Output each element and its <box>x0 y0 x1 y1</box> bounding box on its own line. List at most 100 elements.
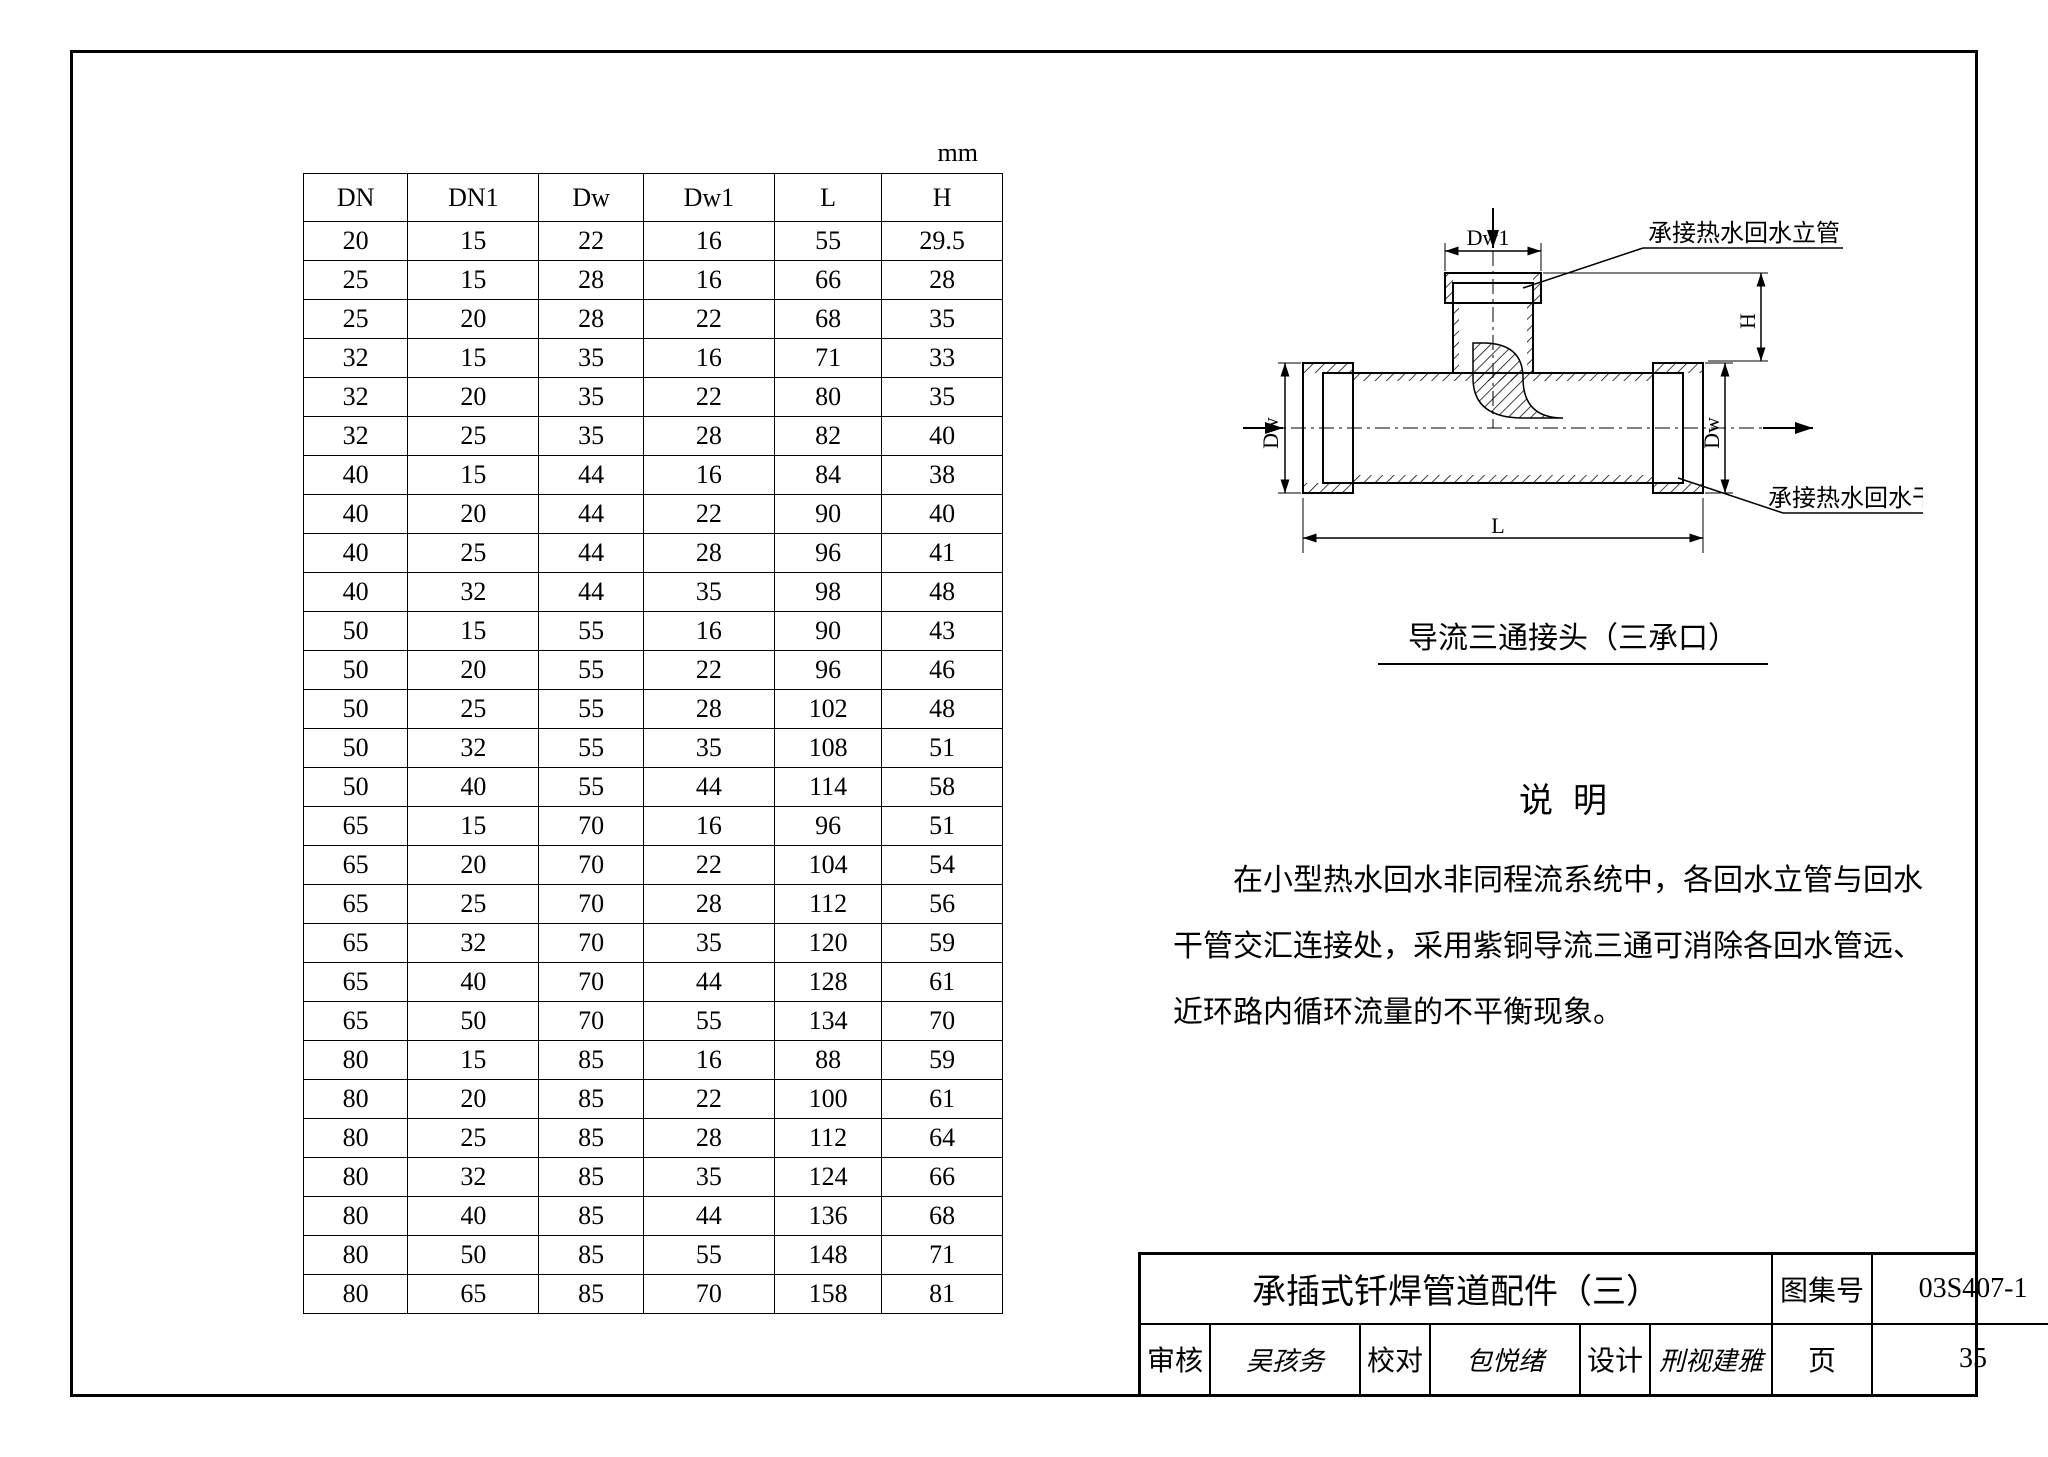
table-row: 801585168859 <box>304 1041 1003 1080</box>
table-cell: 35 <box>643 573 774 612</box>
table-header-cell: L <box>774 174 881 222</box>
table-header-cell: DN <box>304 174 408 222</box>
table-cell: 85 <box>539 1080 643 1119</box>
table-cell: 128 <box>774 963 881 1002</box>
table-cell: 80 <box>304 1080 408 1119</box>
table-cell: 22 <box>643 300 774 339</box>
unit-label: mm <box>938 138 978 168</box>
table-cell: 100 <box>774 1080 881 1119</box>
table-header-cell: Dw1 <box>643 174 774 222</box>
table-cell: 50 <box>304 651 408 690</box>
table-cell: 44 <box>643 963 774 1002</box>
check-signature: 吴孩务 <box>1211 1325 1361 1395</box>
table-cell: 80 <box>304 1197 408 1236</box>
table-row: 501555169043 <box>304 612 1003 651</box>
table-cell: 70 <box>539 1002 643 1041</box>
table-cell: 81 <box>882 1275 1003 1314</box>
table-cell: 22 <box>643 651 774 690</box>
table-cell: 20 <box>408 1080 539 1119</box>
table-header-row: DNDN1DwDw1LH <box>304 174 1003 222</box>
table-cell: 112 <box>774 885 881 924</box>
table-row: 8025852811264 <box>304 1119 1003 1158</box>
table-cell: 80 <box>304 1119 408 1158</box>
table-cell: 44 <box>539 534 643 573</box>
table-cell: 61 <box>882 1080 1003 1119</box>
table-cell: 25 <box>408 417 539 456</box>
table-cell: 85 <box>539 1236 643 1275</box>
table-cell: 120 <box>774 924 881 963</box>
dim-L-label: L <box>1491 513 1504 538</box>
table-cell: 108 <box>774 729 881 768</box>
table-row: 5025552810248 <box>304 690 1003 729</box>
table-row: 251528166628 <box>304 261 1003 300</box>
table-cell: 22 <box>643 378 774 417</box>
table-cell: 15 <box>408 456 539 495</box>
table-row: 402044229040 <box>304 495 1003 534</box>
table-cell: 40 <box>304 534 408 573</box>
table-cell: 35 <box>643 729 774 768</box>
dim-Dw1-label: Dw1 <box>1467 225 1510 250</box>
table-cell: 15 <box>408 261 539 300</box>
table-cell: 15 <box>408 222 539 261</box>
table-row: 401544168438 <box>304 456 1003 495</box>
table-cell: 102 <box>774 690 881 729</box>
design-label: 设计 <box>1581 1325 1651 1395</box>
table-cell: 35 <box>643 1158 774 1197</box>
table-cell: 44 <box>539 456 643 495</box>
table-cell: 40 <box>882 417 1003 456</box>
table-cell: 55 <box>643 1002 774 1041</box>
table-cell: 90 <box>774 612 881 651</box>
table-row: 252028226835 <box>304 300 1003 339</box>
dim-H-label: H <box>1735 313 1760 329</box>
table-header-cell: H <box>882 174 1003 222</box>
table-row: 651570169651 <box>304 807 1003 846</box>
table-cell: 55 <box>539 729 643 768</box>
table-cell: 65 <box>304 846 408 885</box>
leader-riser-label: 承接热水回水立管 <box>1648 220 1840 247</box>
table-cell: 90 <box>774 495 881 534</box>
page: mm DNDN1DwDw1LH 201522165529.52515281666… <box>0 0 2048 1457</box>
table-cell: 68 <box>882 1197 1003 1236</box>
design-signature: 刑视建雅 <box>1651 1325 1773 1395</box>
table-cell: 50 <box>408 1236 539 1275</box>
table-cell: 55 <box>539 612 643 651</box>
table-cell: 28 <box>643 534 774 573</box>
table-cell: 96 <box>774 651 881 690</box>
table-row: 6540704412861 <box>304 963 1003 1002</box>
table-cell: 25 <box>408 1119 539 1158</box>
table-row: 8040854413668 <box>304 1197 1003 1236</box>
table-cell: 59 <box>882 1041 1003 1080</box>
table-cell: 50 <box>304 612 408 651</box>
drawing-title: 承插式钎焊管道配件（三） <box>1141 1255 1773 1323</box>
table-cell: 35 <box>539 417 643 456</box>
table-cell: 136 <box>774 1197 881 1236</box>
table-cell: 71 <box>882 1236 1003 1275</box>
table-cell: 40 <box>304 495 408 534</box>
table-cell: 56 <box>882 885 1003 924</box>
explanation-title: 说明 <box>1323 773 1823 822</box>
atlas-label: 图集号 <box>1773 1255 1873 1323</box>
leader-main-label: 承接热水回水干管 <box>1768 485 1923 512</box>
table-cell: 55 <box>774 222 881 261</box>
table-cell: 82 <box>774 417 881 456</box>
table-cell: 16 <box>643 261 774 300</box>
table-cell: 98 <box>774 573 881 612</box>
table-cell: 44 <box>539 495 643 534</box>
table-cell: 148 <box>774 1236 881 1275</box>
table-cell: 20 <box>304 222 408 261</box>
table-header-cell: DN1 <box>408 174 539 222</box>
table-cell: 16 <box>643 456 774 495</box>
table-cell: 32 <box>304 339 408 378</box>
atlas-number: 03S407-1 <box>1873 1255 2048 1323</box>
table-cell: 85 <box>539 1158 643 1197</box>
table-cell: 104 <box>774 846 881 885</box>
table-cell: 54 <box>882 846 1003 885</box>
table-cell: 61 <box>882 963 1003 1002</box>
table-row: 8050855514871 <box>304 1236 1003 1275</box>
table-cell: 50 <box>304 729 408 768</box>
table-cell: 44 <box>539 573 643 612</box>
titleblock-row-1: 承插式钎焊管道配件（三） 图集号 03S407-1 <box>1141 1255 2048 1325</box>
table-cell: 65 <box>304 1002 408 1041</box>
table-row: 403244359848 <box>304 573 1003 612</box>
table-header-cell: Dw <box>539 174 643 222</box>
